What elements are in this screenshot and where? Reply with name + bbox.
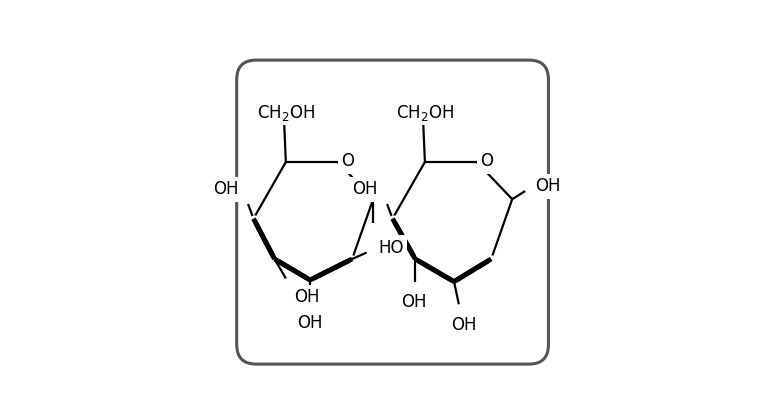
Text: CH$_2$OH: CH$_2$OH: [396, 103, 454, 123]
Text: CH$_2$OH: CH$_2$OH: [257, 103, 315, 123]
Text: OH: OH: [401, 293, 427, 311]
Text: OH: OH: [535, 177, 561, 195]
Polygon shape: [273, 257, 311, 282]
Polygon shape: [251, 218, 277, 260]
Polygon shape: [391, 218, 417, 260]
Polygon shape: [251, 218, 277, 260]
Polygon shape: [414, 257, 455, 284]
Text: HO: HO: [378, 239, 404, 257]
Text: OH: OH: [297, 314, 322, 332]
Polygon shape: [309, 257, 353, 282]
Text: OH: OH: [294, 288, 319, 306]
Text: OH: OH: [213, 181, 238, 199]
Text: O: O: [342, 152, 355, 171]
Polygon shape: [273, 257, 311, 282]
Text: OH: OH: [451, 315, 476, 333]
Text: OH: OH: [352, 181, 378, 199]
Text: O: O: [480, 152, 493, 171]
Polygon shape: [414, 257, 455, 284]
Polygon shape: [391, 218, 417, 260]
Polygon shape: [309, 257, 353, 282]
FancyBboxPatch shape: [237, 60, 548, 364]
Polygon shape: [453, 257, 493, 284]
Polygon shape: [453, 257, 493, 284]
